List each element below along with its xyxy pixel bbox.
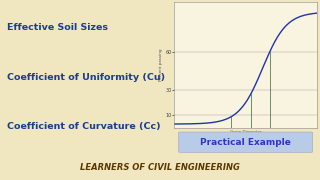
Text: Coefficient of Uniformity (Cu): Coefficient of Uniformity (Cu) [7,73,165,82]
Text: Coefficient of Curvature (Cc): Coefficient of Curvature (Cc) [7,122,160,131]
Text: LEARNERS OF CIVIL ENGINEERING: LEARNERS OF CIVIL ENGINEERING [80,163,240,172]
Text: Effective Soil Sizes: Effective Soil Sizes [7,23,108,32]
Y-axis label: Percent passing: Percent passing [159,49,163,81]
Text: Practical Example: Practical Example [200,138,291,147]
Text: D30: D30 [247,137,255,141]
Text: D60: D60 [266,137,274,141]
X-axis label: Grain Diameter: Grain Diameter [230,130,261,134]
FancyBboxPatch shape [179,132,313,152]
Text: D10: D10 [228,137,236,141]
